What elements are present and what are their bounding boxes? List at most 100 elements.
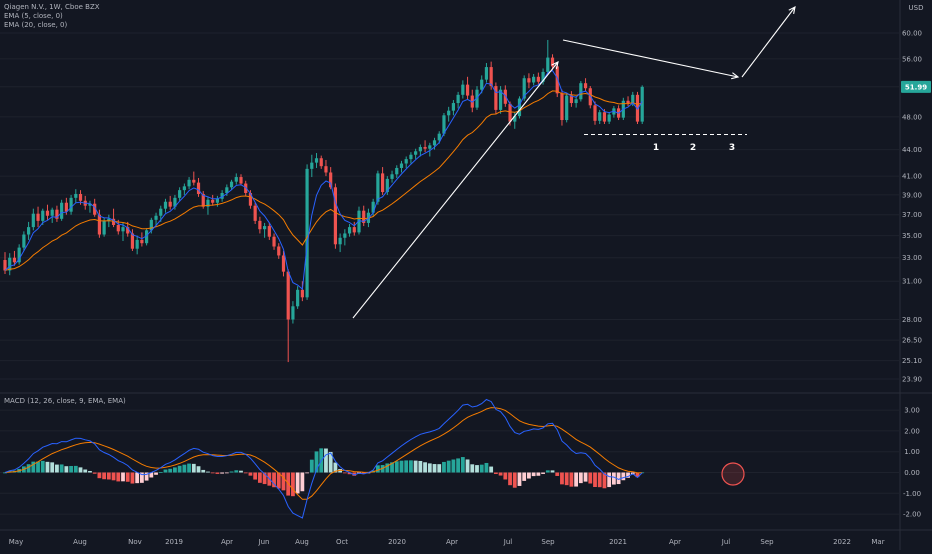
candle — [281, 250, 286, 277]
candle — [588, 86, 592, 109]
candle-body — [343, 233, 347, 238]
macd-histogram-bar — [493, 472, 498, 474]
candle — [168, 195, 172, 210]
candle — [352, 221, 356, 236]
candle — [428, 142, 432, 157]
candle-body — [550, 57, 555, 67]
candle — [447, 106, 451, 122]
candle-body — [12, 257, 17, 263]
macd-histogram-bar — [324, 448, 328, 473]
ema-5-line — [4, 69, 643, 291]
macd-histogram-bar — [465, 459, 470, 473]
candle — [300, 281, 304, 302]
candle — [305, 164, 309, 300]
candle-body — [583, 83, 588, 89]
candle-body — [286, 271, 290, 320]
macd-histogram-bar — [560, 472, 564, 485]
macd-histogram-bar — [437, 464, 442, 473]
macd-histogram-bar — [31, 461, 36, 473]
legend-ema-slow[interactable]: EMA (20, close, 0) — [4, 21, 68, 29]
candle-body — [409, 154, 413, 160]
macd-histogram-bar — [291, 472, 295, 497]
macd-histogram-bar — [78, 467, 83, 473]
candle-body — [201, 193, 205, 207]
macd-histogram-bar — [206, 471, 210, 473]
candle — [8, 253, 12, 276]
candle-body — [187, 179, 191, 187]
candle-body — [414, 151, 418, 155]
candle-body — [17, 247, 21, 263]
resistance-arrow — [562, 39, 739, 78]
macd-histogram-bar — [451, 459, 456, 473]
macd-histogram-bar — [314, 451, 319, 473]
macd-histogram-bar — [342, 472, 347, 474]
candle — [163, 198, 168, 213]
uptrend-arrow — [352, 61, 559, 319]
price-tick-label: 60.00 — [902, 30, 922, 38]
candle-body — [461, 84, 465, 95]
candle — [196, 177, 201, 197]
macd-histogram-bar — [220, 472, 225, 474]
candle — [97, 209, 101, 238]
candle — [607, 112, 611, 124]
candle-body — [626, 100, 630, 104]
candle-body — [281, 255, 286, 272]
candle — [569, 91, 573, 107]
candle-body — [385, 178, 389, 193]
candle — [598, 109, 602, 124]
price-tick-label: 48.00 — [902, 113, 922, 121]
legend-ema-fast[interactable]: EMA (5, close, 0) — [4, 12, 63, 20]
candle — [532, 73, 536, 86]
macd-tick-label: 1.00 — [904, 448, 920, 456]
macd-label[interactable]: MACD (12, 26, close, 9, EMA, EMA) — [4, 397, 126, 405]
candle-body — [225, 187, 229, 194]
macd-histogram-bar — [102, 472, 107, 480]
candle-body — [22, 234, 26, 248]
candle — [465, 76, 470, 101]
macd-histogram-bar — [375, 465, 380, 473]
macd-histogram-bar — [583, 472, 588, 482]
candle — [111, 208, 116, 228]
macd-histogram-bar — [456, 458, 461, 473]
candle — [22, 231, 26, 251]
macd-histogram-bar — [522, 472, 527, 481]
candle — [347, 223, 352, 237]
macd-histogram-bar — [177, 465, 182, 473]
candle-body — [536, 76, 540, 82]
candle-body — [126, 227, 130, 234]
candle-body — [140, 239, 144, 244]
candle-body — [107, 218, 111, 221]
candle-body — [310, 162, 314, 169]
candle-body — [607, 114, 611, 122]
candle-body — [404, 159, 408, 164]
candle — [74, 189, 78, 203]
time-tick-label: Oct — [336, 538, 348, 546]
price-tick-label: 44.00 — [902, 146, 922, 154]
macd-histogram-bar — [45, 461, 50, 473]
candle-body — [168, 201, 172, 207]
support-touch-label: 1 — [653, 143, 659, 153]
candle-body — [381, 173, 385, 193]
candle-body — [211, 199, 215, 203]
candle-body — [74, 193, 78, 198]
candle — [583, 78, 588, 92]
candle-body — [97, 214, 101, 235]
macd-histogram-bar — [64, 466, 69, 473]
candle-body — [248, 193, 253, 206]
candle-body — [116, 225, 120, 232]
candle-body — [64, 202, 68, 212]
candle-body — [319, 158, 323, 167]
candle-body — [503, 89, 507, 104]
breakout-arrow-head — [788, 5, 796, 14]
candle-body — [357, 210, 361, 233]
candle-body — [258, 220, 262, 230]
candle — [536, 72, 540, 84]
candle — [12, 250, 17, 266]
candle-body — [234, 177, 238, 182]
candle — [385, 176, 389, 195]
candle-body — [640, 86, 644, 122]
candle-body — [376, 173, 380, 202]
candle — [140, 232, 144, 247]
